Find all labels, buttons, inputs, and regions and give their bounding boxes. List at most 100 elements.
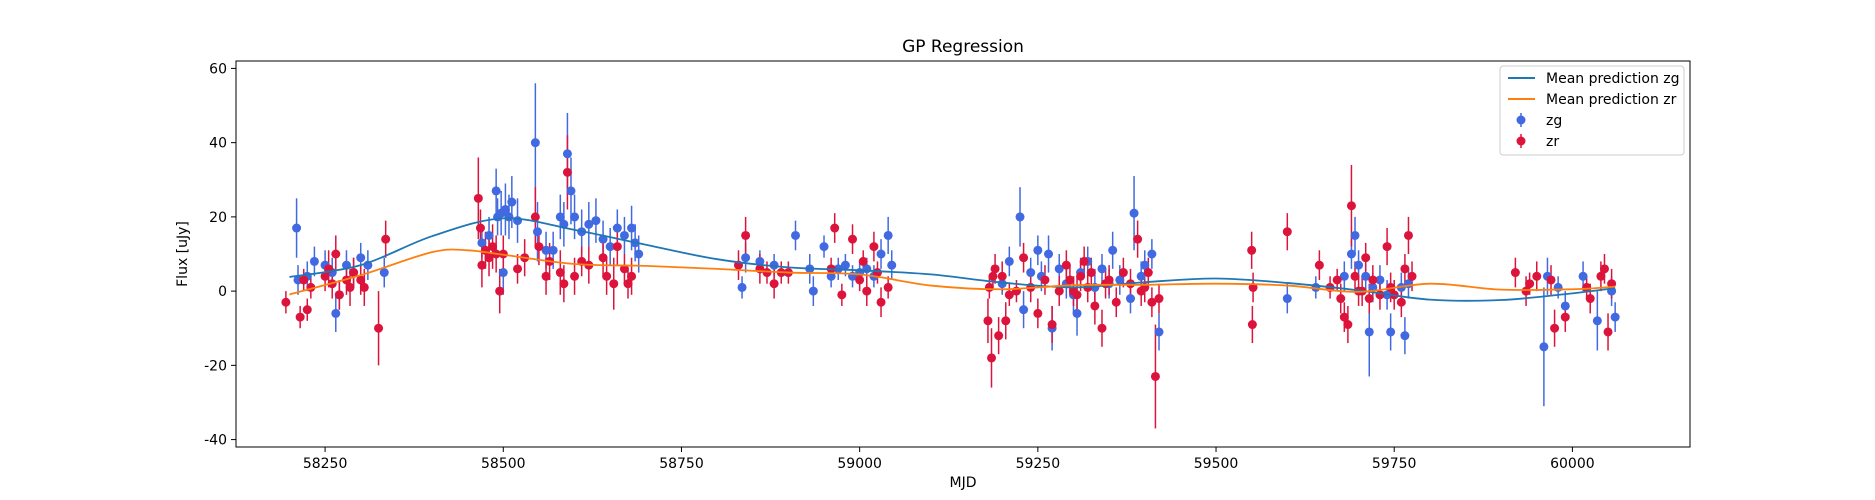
data-point-zg bbox=[612, 223, 622, 233]
plot-area bbox=[235, 60, 1691, 448]
data-point-zr bbox=[1061, 260, 1071, 270]
data-point-zr bbox=[356, 275, 366, 285]
data-point-zg bbox=[1339, 271, 1349, 281]
data-point-zg bbox=[1354, 260, 1364, 270]
data-point-zr bbox=[1364, 294, 1374, 304]
data-point-zg bbox=[555, 212, 565, 222]
data-point-zr bbox=[374, 323, 384, 333]
mean-prediction-zg-line bbox=[289, 217, 1616, 302]
data-point-zg bbox=[741, 253, 751, 263]
data-point-zg bbox=[1026, 268, 1036, 278]
legend-marker-zg bbox=[1516, 115, 1526, 125]
data-point-zg bbox=[627, 223, 637, 233]
data-point-zr bbox=[987, 353, 997, 363]
data-point-zr bbox=[295, 312, 305, 322]
data-point-zr bbox=[570, 271, 580, 281]
x-tick-label: 59500 bbox=[1194, 456, 1239, 472]
data-point-zr bbox=[1396, 297, 1406, 307]
data-point-zg bbox=[309, 256, 319, 266]
data-point-zr bbox=[1400, 264, 1410, 274]
data-point-zg bbox=[591, 216, 601, 226]
data-point-zg bbox=[619, 230, 629, 240]
data-point-zr bbox=[1314, 260, 1324, 270]
data-point-zr bbox=[830, 223, 840, 233]
data-point-zr bbox=[1510, 268, 1520, 278]
data-point-zg bbox=[1154, 327, 1164, 337]
x-tick-label: 58750 bbox=[659, 456, 704, 472]
x-axis: 58250 58500 58750 59000 59250 59500 59750 60000 bbox=[303, 447, 1595, 472]
data-point-zr bbox=[1599, 264, 1609, 274]
data-point-zr bbox=[1560, 312, 1570, 322]
data-point-zg bbox=[507, 197, 517, 207]
data-point-zg bbox=[1560, 301, 1570, 311]
data-point-zr bbox=[559, 279, 569, 289]
data-point-zr bbox=[769, 279, 779, 289]
data-point-zr bbox=[513, 264, 523, 274]
data-point-zg bbox=[1140, 260, 1150, 270]
data-point-zr bbox=[1407, 271, 1417, 281]
data-point-zr bbox=[1375, 290, 1385, 300]
data-point-zg bbox=[634, 249, 644, 259]
data-point-zg bbox=[997, 279, 1007, 289]
data-point-zg bbox=[1004, 256, 1014, 266]
data-point-zg bbox=[331, 308, 341, 318]
data-point-zr bbox=[1585, 294, 1595, 304]
data-point-zr bbox=[1350, 271, 1360, 281]
data-point-zr bbox=[612, 242, 622, 252]
data-point-zg bbox=[1346, 249, 1356, 259]
data-point-zg bbox=[876, 249, 886, 259]
data-point-zg bbox=[1125, 294, 1135, 304]
data-point-zg bbox=[1386, 327, 1396, 337]
data-point-zr bbox=[627, 271, 637, 281]
y-axis-label: Flux [uJy] bbox=[175, 221, 191, 287]
data-point-zr bbox=[473, 193, 483, 203]
data-point-zr bbox=[1097, 323, 1107, 333]
data-point-zr bbox=[541, 271, 551, 281]
data-point-zg bbox=[1136, 271, 1146, 281]
data-point-zr bbox=[1546, 275, 1556, 285]
data-point-zr bbox=[1147, 297, 1157, 307]
x-tick-label: 60000 bbox=[1550, 456, 1595, 472]
y-tick-label: -40 bbox=[204, 433, 227, 449]
data-point-zr bbox=[1118, 268, 1128, 278]
data-point-zg bbox=[379, 268, 389, 278]
data-point-zr bbox=[1247, 245, 1257, 255]
marker-layer bbox=[281, 138, 1620, 381]
data-point-zg bbox=[1097, 264, 1107, 274]
x-tick-label: 59750 bbox=[1372, 456, 1417, 472]
data-point-zr bbox=[1076, 271, 1086, 281]
data-point-zr bbox=[983, 316, 993, 326]
data-point-zr bbox=[1336, 294, 1346, 304]
data-point-zr bbox=[534, 242, 544, 252]
data-point-zr bbox=[623, 279, 633, 289]
data-point-zr bbox=[984, 282, 994, 292]
chart-title: GP Regression bbox=[902, 37, 1024, 57]
data-point-zg bbox=[1364, 327, 1374, 337]
data-point-zg bbox=[840, 260, 850, 270]
data-point-zg bbox=[819, 242, 829, 252]
data-point-zg bbox=[498, 268, 508, 278]
y-tick-label: -20 bbox=[204, 358, 227, 374]
data-point-zr bbox=[848, 234, 858, 244]
data-point-zg bbox=[808, 286, 818, 296]
data-point-zg bbox=[1375, 275, 1385, 285]
data-point-zr bbox=[1339, 312, 1349, 322]
data-point-zr bbox=[990, 264, 1000, 274]
data-point-zr bbox=[1332, 275, 1342, 285]
data-point-zg bbox=[1539, 342, 1549, 352]
data-point-zg bbox=[1147, 249, 1157, 259]
data-point-zr bbox=[994, 331, 1004, 341]
data-point-zr bbox=[855, 275, 865, 285]
data-point-zg bbox=[1044, 249, 1054, 259]
data-point-zr bbox=[1603, 327, 1613, 337]
data-point-zr bbox=[1403, 230, 1413, 240]
data-point-zr bbox=[1282, 227, 1292, 237]
data-point-zr bbox=[1346, 201, 1356, 211]
y-tick-label: 20 bbox=[209, 210, 227, 226]
data-point-zg bbox=[562, 149, 572, 159]
data-point-zr bbox=[1004, 290, 1014, 300]
data-point-zg bbox=[1282, 294, 1292, 304]
legend-label-zr: zr bbox=[1546, 134, 1559, 150]
legend-label-mean-zg: Mean prediction zg bbox=[1546, 71, 1680, 87]
